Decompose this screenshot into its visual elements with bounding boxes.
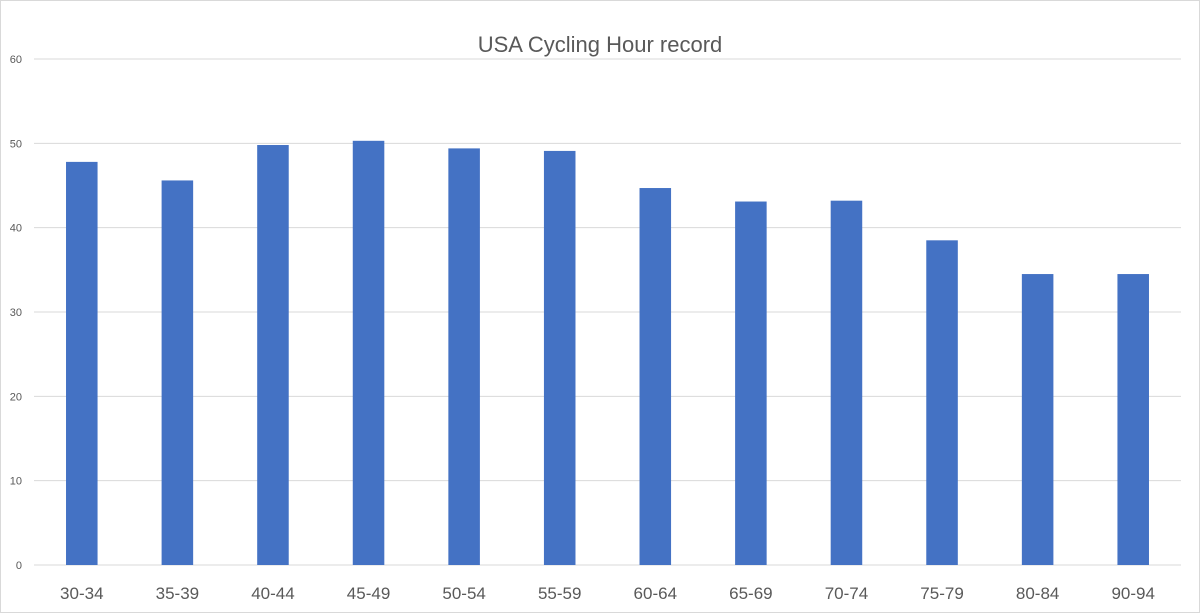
bar-65-69 (735, 201, 767, 566)
x-tick-label: 55-59 (538, 584, 581, 603)
bar-90-94 (1117, 274, 1149, 565)
y-tick-label: 30 (10, 307, 22, 319)
bar-70-74 (830, 200, 863, 565)
bar-80-84 (1021, 274, 1054, 565)
bar-40-44 (257, 145, 289, 565)
x-tick-label: 30-34 (60, 584, 103, 603)
x-tick-label: 75-79 (920, 584, 963, 603)
y-tick-label: 40 (10, 223, 22, 235)
bar-45-49 (352, 140, 385, 565)
x-tick-label: 50-54 (442, 584, 485, 603)
bar-50-54 (448, 148, 480, 566)
y-tick-label: 20 (10, 391, 22, 403)
x-tick-label: 70-74 (825, 584, 868, 603)
x-tick-label: 35-39 (156, 584, 199, 603)
x-tick-label: 90-94 (1111, 584, 1154, 603)
bar-75-79 (926, 240, 958, 566)
y-tick-label: 60 (10, 54, 22, 66)
x-tick-label: 45-49 (347, 584, 390, 603)
x-tick-label: 65-69 (729, 584, 772, 603)
x-tick-label: 60-64 (634, 584, 677, 603)
chart-title: USA Cycling Hour record (478, 32, 723, 57)
gridlines (34, 58, 1181, 566)
bar-55-59 (543, 150, 576, 565)
bar-60-64 (639, 188, 672, 565)
y-tick-label: 50 (10, 138, 22, 150)
x-tick-label: 80-84 (1016, 584, 1059, 603)
x-axis-ticks: 30-34 35-39 40-44 45-49 50-54 55-59 60-64 65-69… (60, 584, 1155, 603)
bar-35-39 (161, 180, 194, 565)
y-tick-label: 0 (16, 560, 22, 572)
y-tick-label: 10 (10, 476, 22, 488)
x-tick-label: 40-44 (251, 584, 294, 603)
y-axis-ticks: 0 10 20 30 40 50 60 (10, 54, 22, 572)
bar-30-34 (66, 161, 98, 566)
bars (66, 140, 1149, 566)
